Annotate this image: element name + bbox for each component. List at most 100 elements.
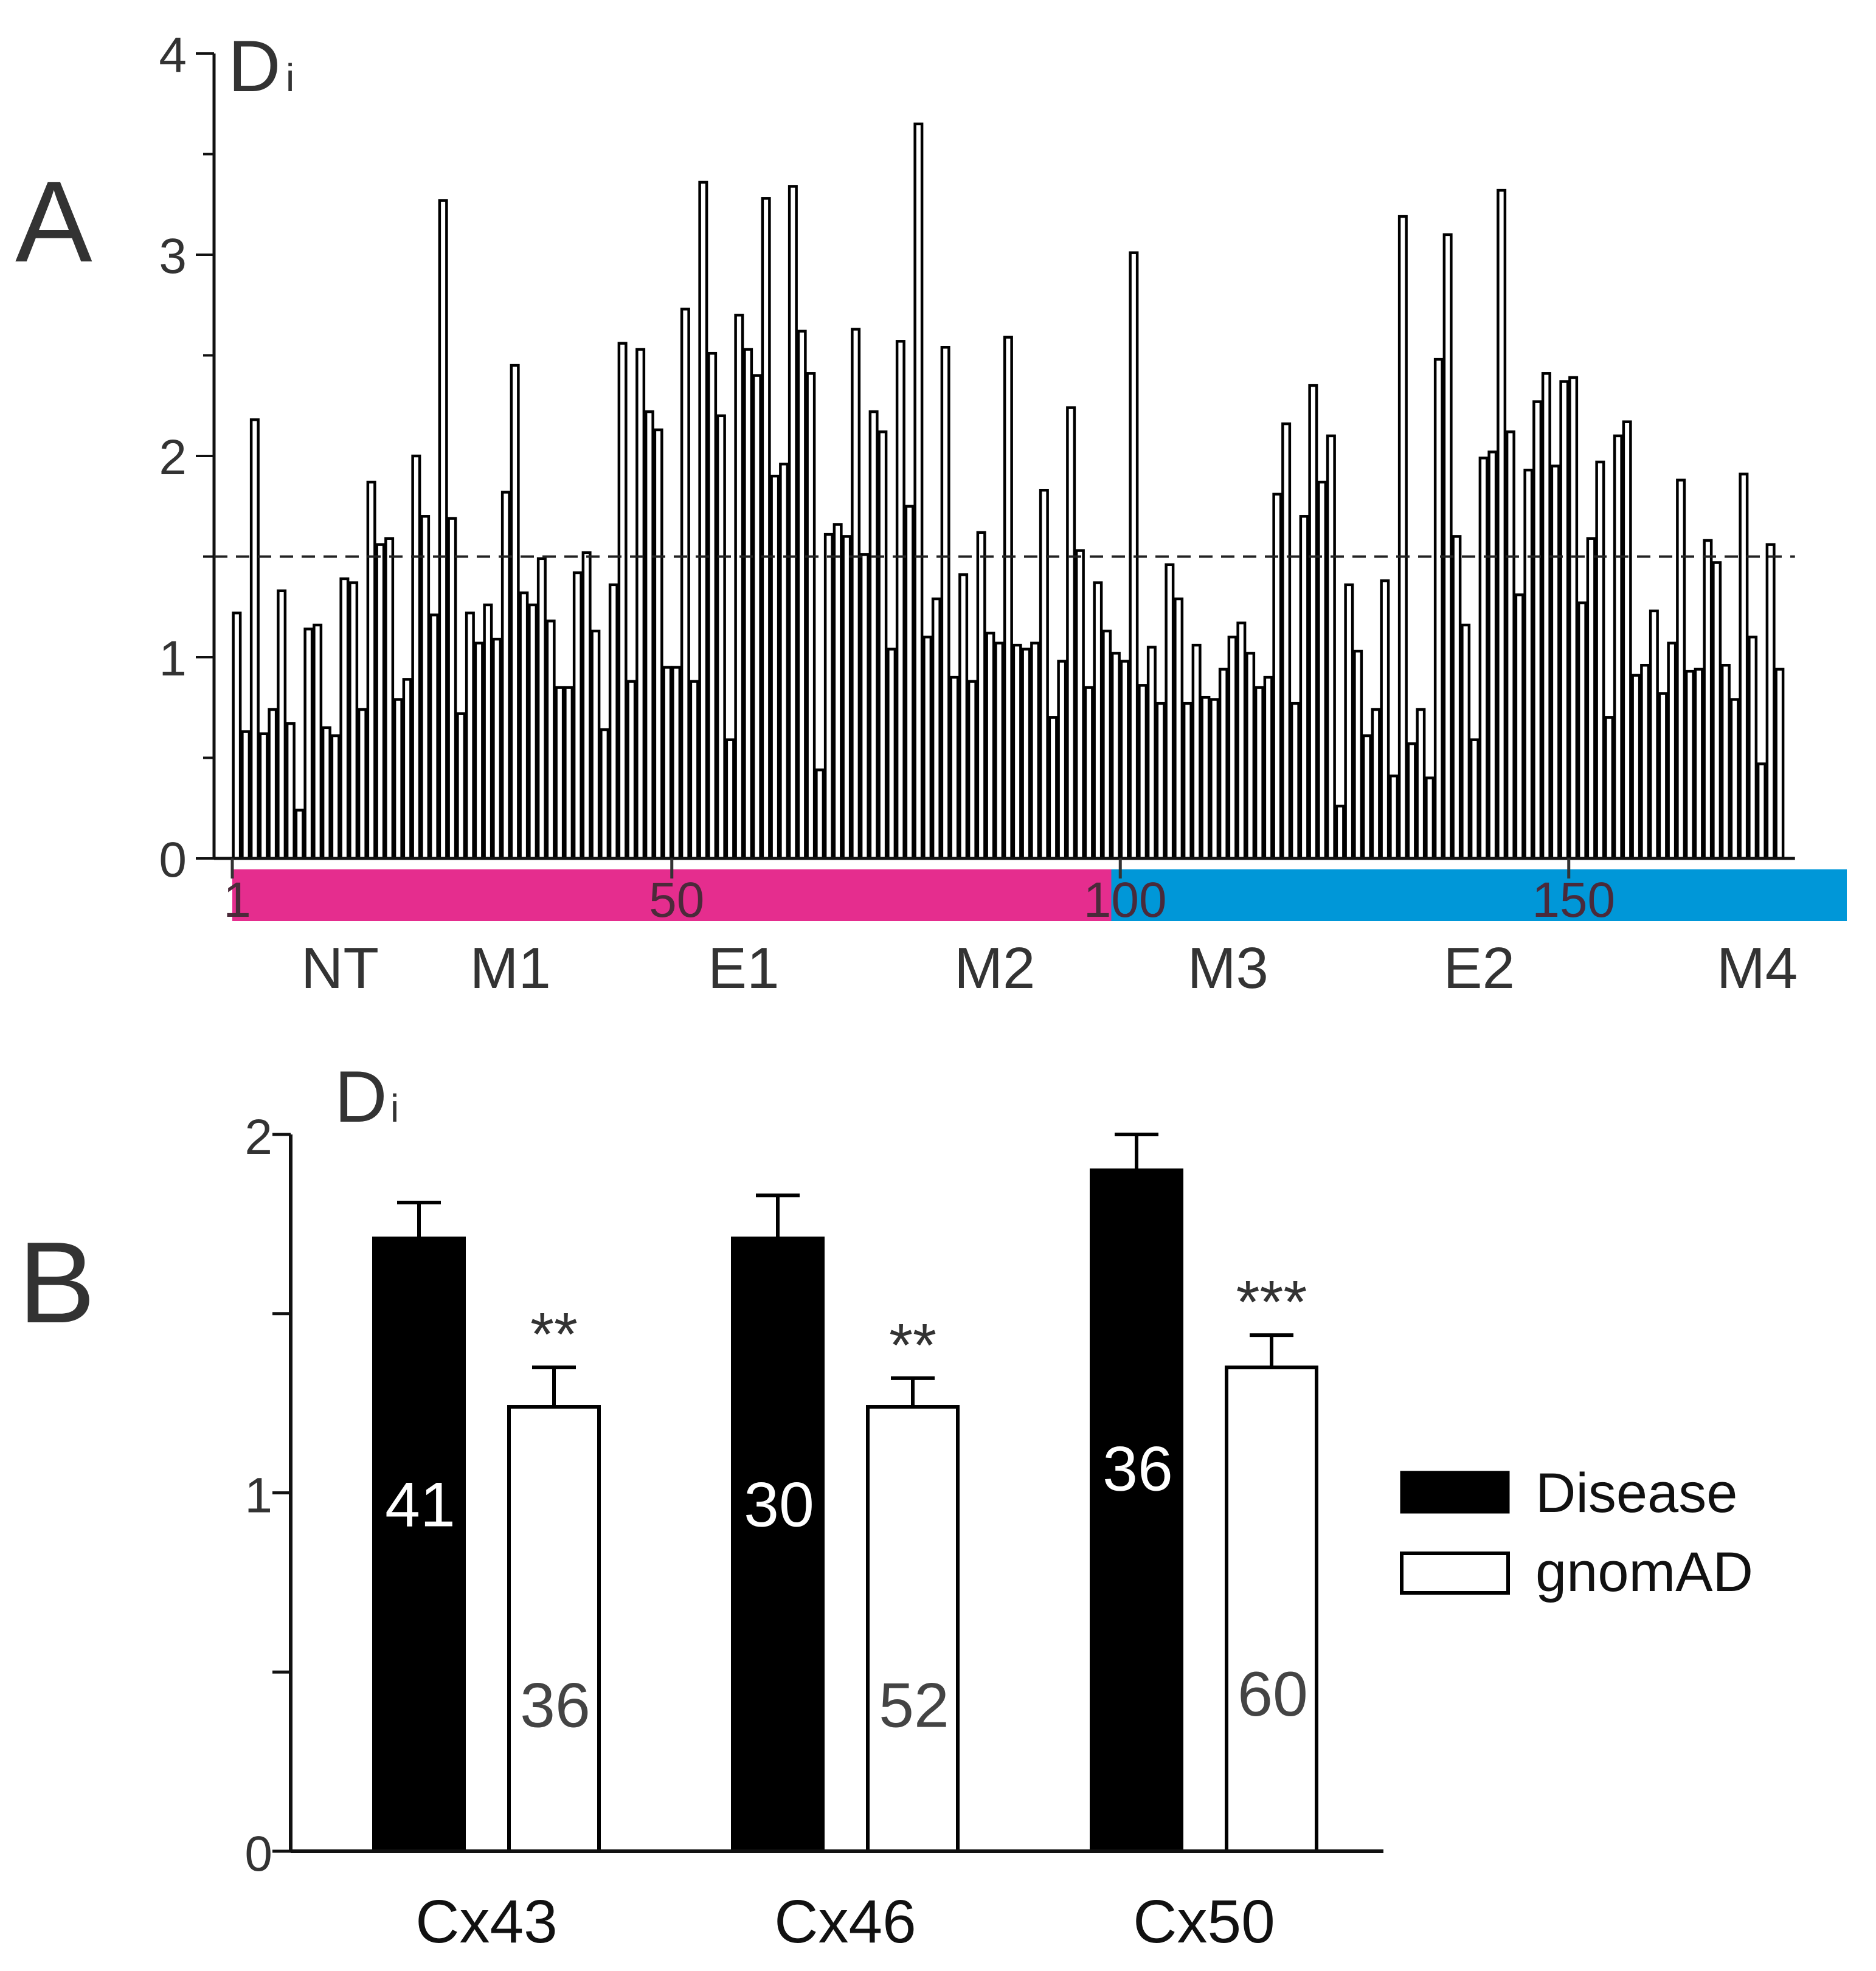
panel-a-bar [1649, 609, 1659, 860]
panel-a-bar [985, 632, 995, 860]
panel-a-bar [313, 623, 323, 860]
panel-a-bar [1469, 738, 1480, 860]
panel-a-bar [940, 346, 950, 860]
domain-label: M1 [470, 936, 551, 1001]
gnomad-n-label: 52 [879, 1670, 949, 1741]
legend-disease-label: Disease [1535, 1462, 1737, 1524]
panel-a-bar [1012, 643, 1022, 860]
panel-a-bar [321, 726, 331, 860]
panel-a-bar [581, 551, 592, 860]
panel-a-bar [384, 537, 395, 860]
panel-a-bar [232, 611, 242, 860]
panel-b-y-title-sub: i [390, 1086, 399, 1130]
panel-a-bar [1397, 215, 1408, 860]
panel-a-bar [447, 517, 457, 860]
panel-a-bar [1030, 641, 1040, 860]
panel-a-bar [1640, 663, 1650, 860]
gnomad-bar [507, 1405, 601, 1853]
panel-a-bar [967, 680, 977, 860]
panel-a-bar [1577, 601, 1587, 860]
panel-a-bar [1461, 623, 1471, 860]
panel-a-y-title-sub: i [286, 56, 294, 100]
panel-a-bar [564, 686, 574, 860]
panel-a-bar [823, 533, 834, 860]
panel-a-bar [904, 505, 915, 860]
panel-a-bar [1739, 472, 1749, 860]
domain-label: NT [301, 936, 379, 1001]
panel-a-bar [1236, 621, 1247, 860]
panel-a-bar [1756, 762, 1767, 860]
panel-a-bar [1218, 668, 1228, 860]
panel-a-bar [779, 462, 789, 860]
panel-a-bar [402, 678, 412, 860]
panel-a-bar [474, 641, 484, 860]
significance-marker: ** [889, 1311, 936, 1379]
panel-a-bar [1433, 357, 1444, 860]
panel-a-bar [528, 603, 538, 860]
panel-a-bar [1658, 692, 1668, 860]
domain-label: E1 [708, 936, 779, 1001]
panel-a-bar [931, 597, 941, 860]
panel-a-bar [492, 637, 502, 860]
panel-a-domain-labels: NT M1 E1 M2 M3 E2 M4 [301, 936, 1798, 1001]
panel-a-bar [1165, 563, 1175, 860]
disease-n-label: 36 [1102, 1434, 1173, 1504]
panel-a-bar [1191, 643, 1202, 860]
panel-a-bar [1048, 716, 1058, 860]
panel-a-bar [1631, 674, 1641, 860]
gnomad-n-label: 60 [1237, 1659, 1308, 1730]
panel-a-bar [465, 611, 475, 860]
panel-a-bar [500, 491, 511, 860]
panel-a-bar [483, 603, 493, 860]
significance-marker: ** [530, 1300, 578, 1369]
panel-a-bar [357, 708, 367, 860]
panel-a-bar [958, 573, 969, 860]
panel-b-y-axis: 0 1 2 [244, 1110, 292, 1882]
panel-a-bar [994, 641, 1005, 860]
panel-a-bar [330, 734, 341, 860]
panel-a-bar [1362, 734, 1372, 860]
panel-a-bar [1057, 660, 1067, 860]
panel-a-bar [1344, 583, 1354, 860]
panel-a-bar [1684, 669, 1695, 860]
panel-a-bar [707, 351, 718, 860]
legend-disease-swatch [1400, 1471, 1510, 1514]
sequence-tick-label: 1 [223, 872, 251, 928]
panel-a-bar [1003, 336, 1013, 860]
category-label: Cx50 [1133, 1888, 1275, 1956]
panel-a-bar [545, 620, 556, 860]
panel-a-bar [1120, 660, 1130, 860]
gnomad-bar [1225, 1365, 1318, 1854]
panel-a-bar [1146, 646, 1157, 860]
panel-b-bars: 41 36 ** 30 52 ** 36 60 *** [372, 1133, 1318, 1854]
panel-a-bar [1290, 702, 1300, 860]
sequence-tick-label: 150 [1532, 872, 1615, 928]
panel-a-bar [1497, 188, 1507, 860]
panel-a-bar [1765, 543, 1776, 860]
category-label: Cx46 [774, 1888, 916, 1956]
panel-a-bar [877, 430, 888, 860]
panel-a-bar [842, 535, 852, 860]
panel-a-bar [249, 418, 260, 860]
panel-a-bar [617, 342, 628, 860]
panel-a-bar [1371, 708, 1381, 860]
panel-a-bar [1774, 668, 1785, 860]
panel-a-bar [393, 698, 403, 860]
panel-a-bar [653, 428, 663, 860]
panel-a-bar [1667, 641, 1677, 860]
legend-gnomad-label: gnomAD [1535, 1541, 1753, 1603]
domain-label: E2 [1444, 936, 1515, 1001]
panel-a-y-title: D [228, 26, 281, 107]
panel-a-bar [752, 374, 762, 860]
panel-a-bar [1532, 400, 1543, 860]
panel-a-bar [1021, 647, 1031, 860]
panel-a-bar [770, 474, 780, 860]
gnomad-n-label: 36 [520, 1670, 590, 1741]
panel-a-bar [1595, 460, 1605, 860]
panel-a-bar [258, 732, 269, 860]
panel-a-bar [635, 348, 646, 860]
panel-a-y-tick-label: 2 [159, 430, 187, 485]
panel-a-bar [1514, 593, 1525, 860]
panel-a-bar [1425, 776, 1435, 860]
panel-a-bar [1317, 480, 1327, 860]
